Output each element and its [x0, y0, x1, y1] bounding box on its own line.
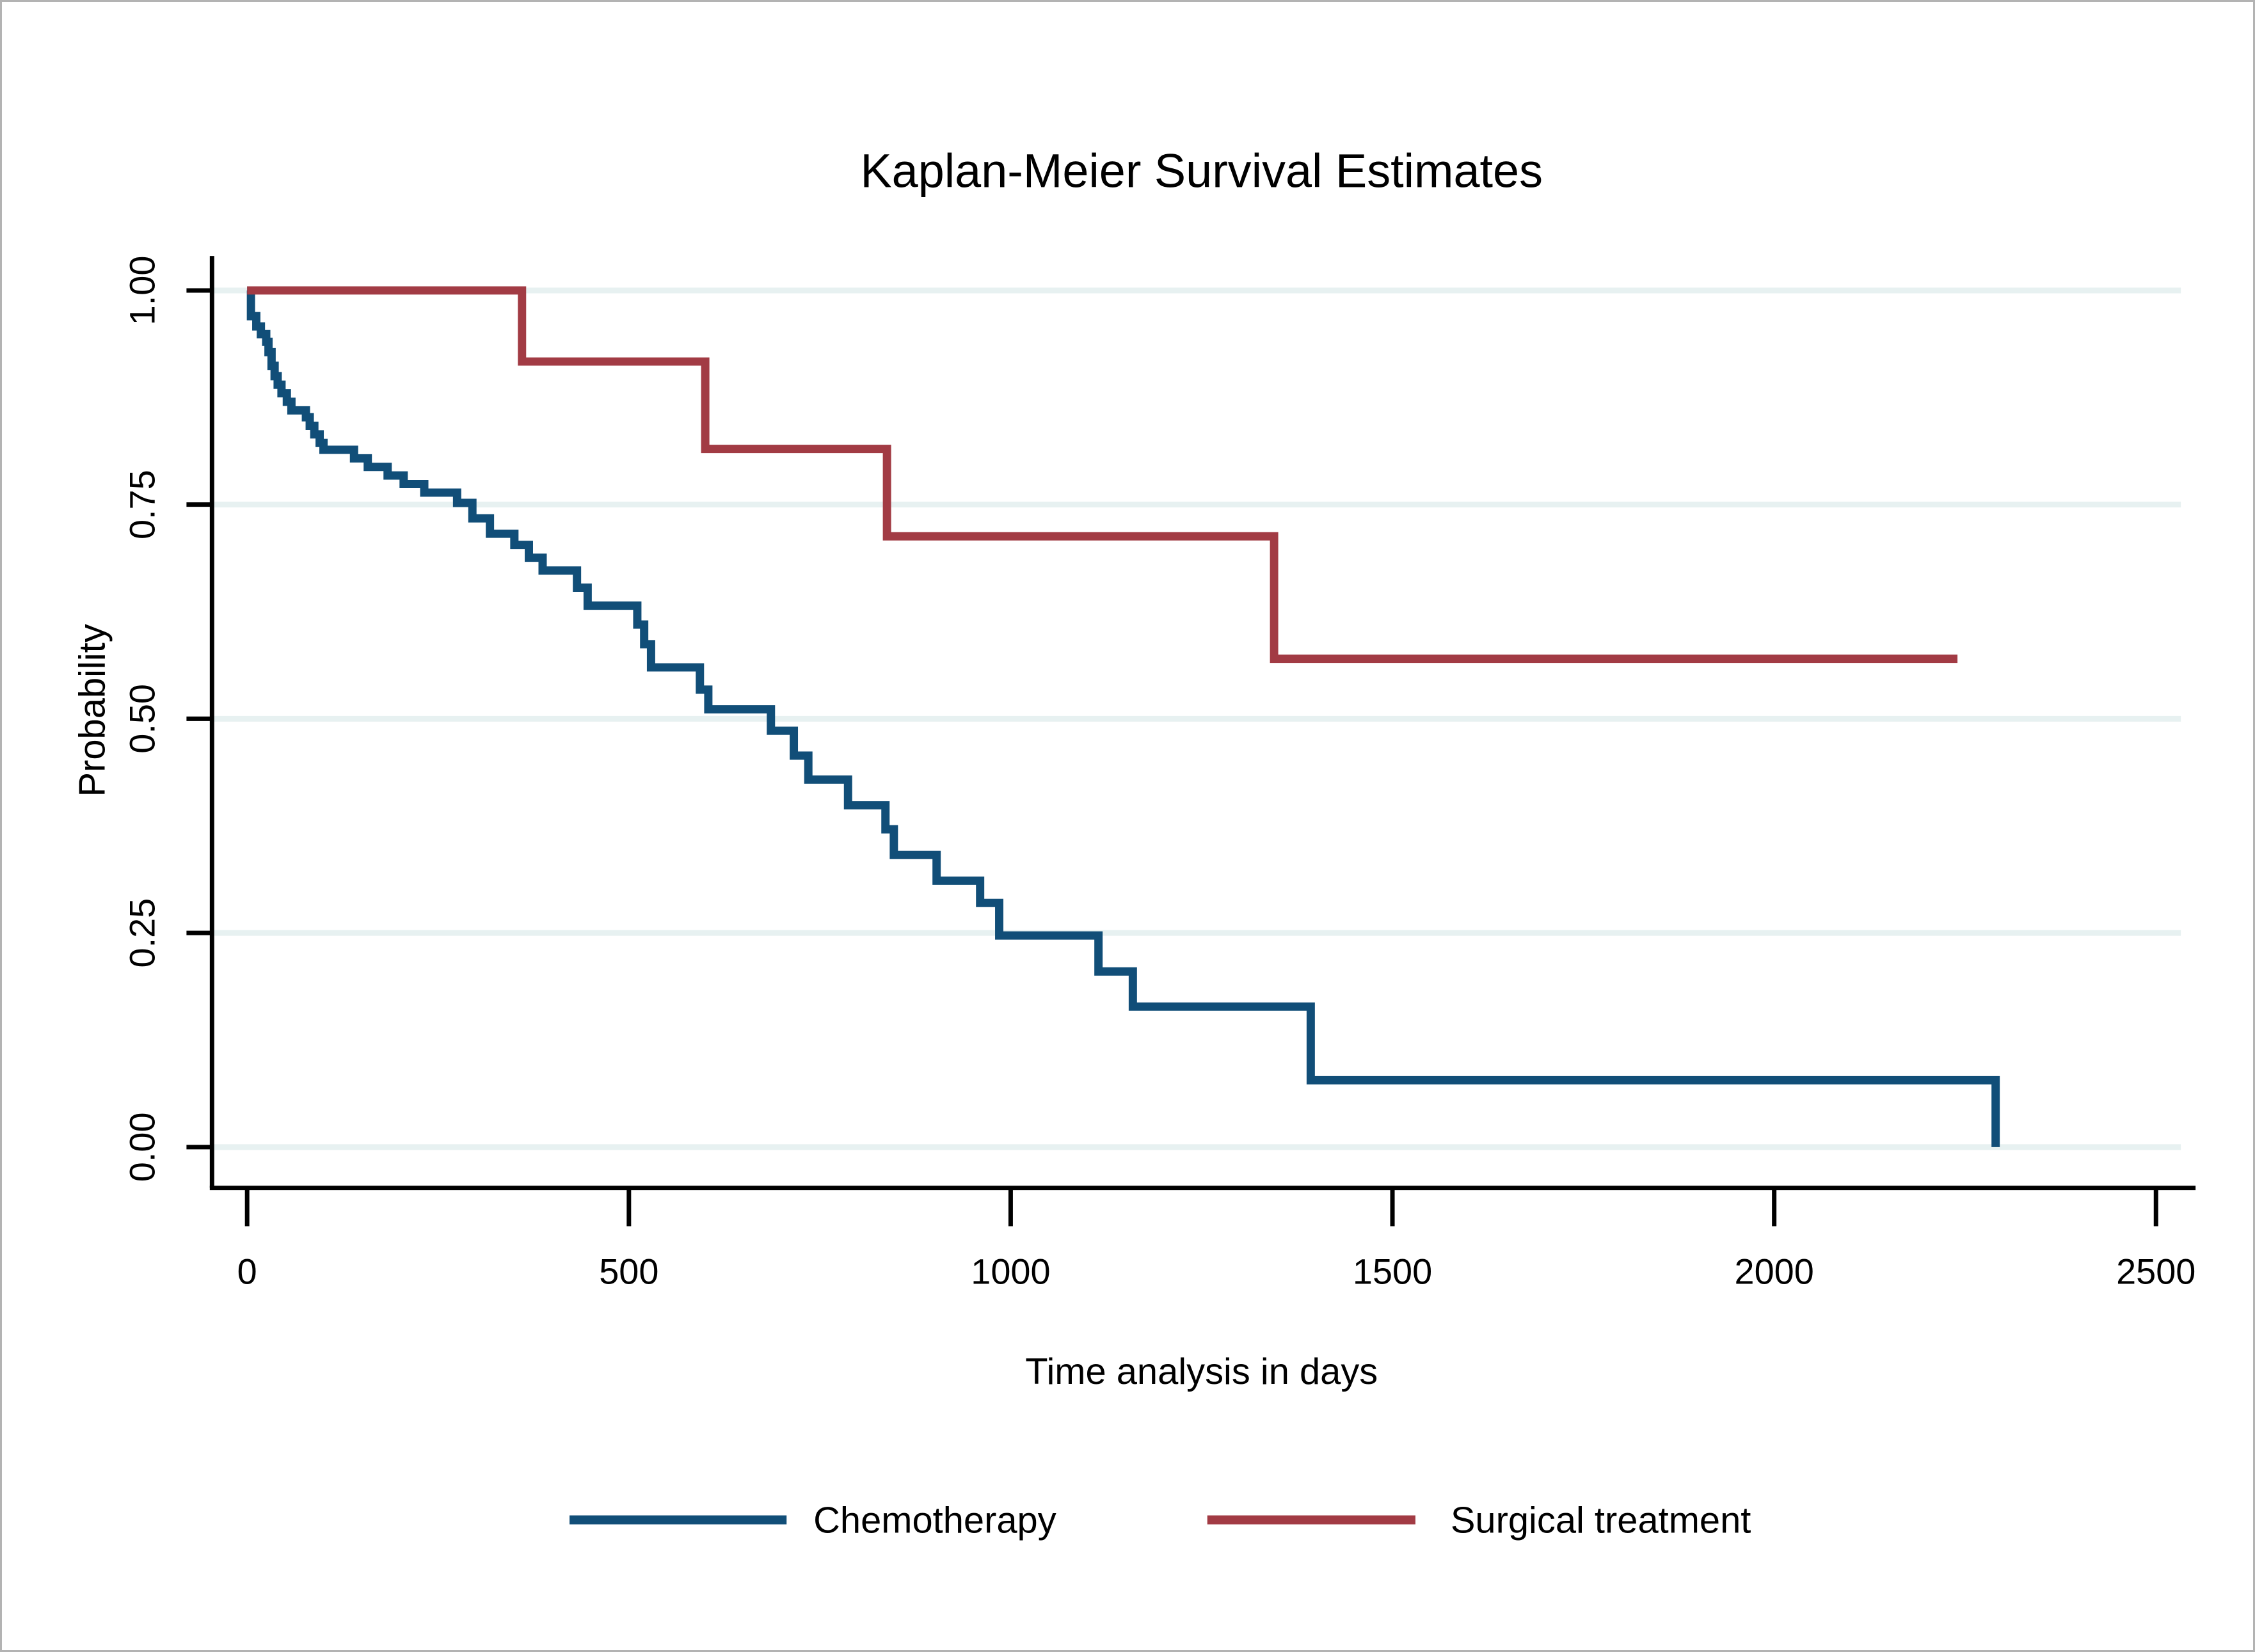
x-tick-label: 1000 — [971, 1251, 1050, 1291]
y-tick-label: 0.25 — [122, 898, 163, 968]
y-tick-label: 0.75 — [122, 470, 163, 539]
x-tick-label: 500 — [599, 1251, 658, 1291]
x-tick-label: 2000 — [1735, 1251, 1814, 1291]
x-tick-label: 1500 — [1353, 1251, 1432, 1291]
series-lines — [246, 286, 2000, 1147]
gridlines — [212, 287, 2181, 1150]
y-axis-label: Probability — [72, 624, 113, 797]
legend-label-chemotherapy: Chemotherapy — [813, 1500, 1056, 1541]
chart-title: Kaplan-Meier Survival Estimates — [860, 144, 1543, 197]
axes — [186, 256, 2196, 1227]
x-tick-labels: 0 500 1000 1500 2000 2500 — [237, 1251, 2196, 1291]
series-line-surgical-treatment — [247, 286, 1958, 663]
y-tick-label: 0.00 — [122, 1112, 163, 1182]
series-line-chemotherapy — [246, 286, 2000, 1147]
x-axis-label: Time analysis in days — [1025, 1351, 1378, 1392]
legend: Chemotherapy Surgical treatment — [570, 1500, 1751, 1541]
x-tick-label: 2500 — [2116, 1251, 2195, 1291]
x-tick-label: 0 — [237, 1251, 257, 1291]
y-tick-label: 0.50 — [122, 684, 163, 754]
y-tick-labels: 0.00 0.25 0.50 0.75 1.00 — [122, 256, 163, 1182]
y-tick-label: 1.00 — [122, 256, 163, 326]
legend-label-surgical-treatment: Surgical treatment — [1451, 1500, 1751, 1541]
